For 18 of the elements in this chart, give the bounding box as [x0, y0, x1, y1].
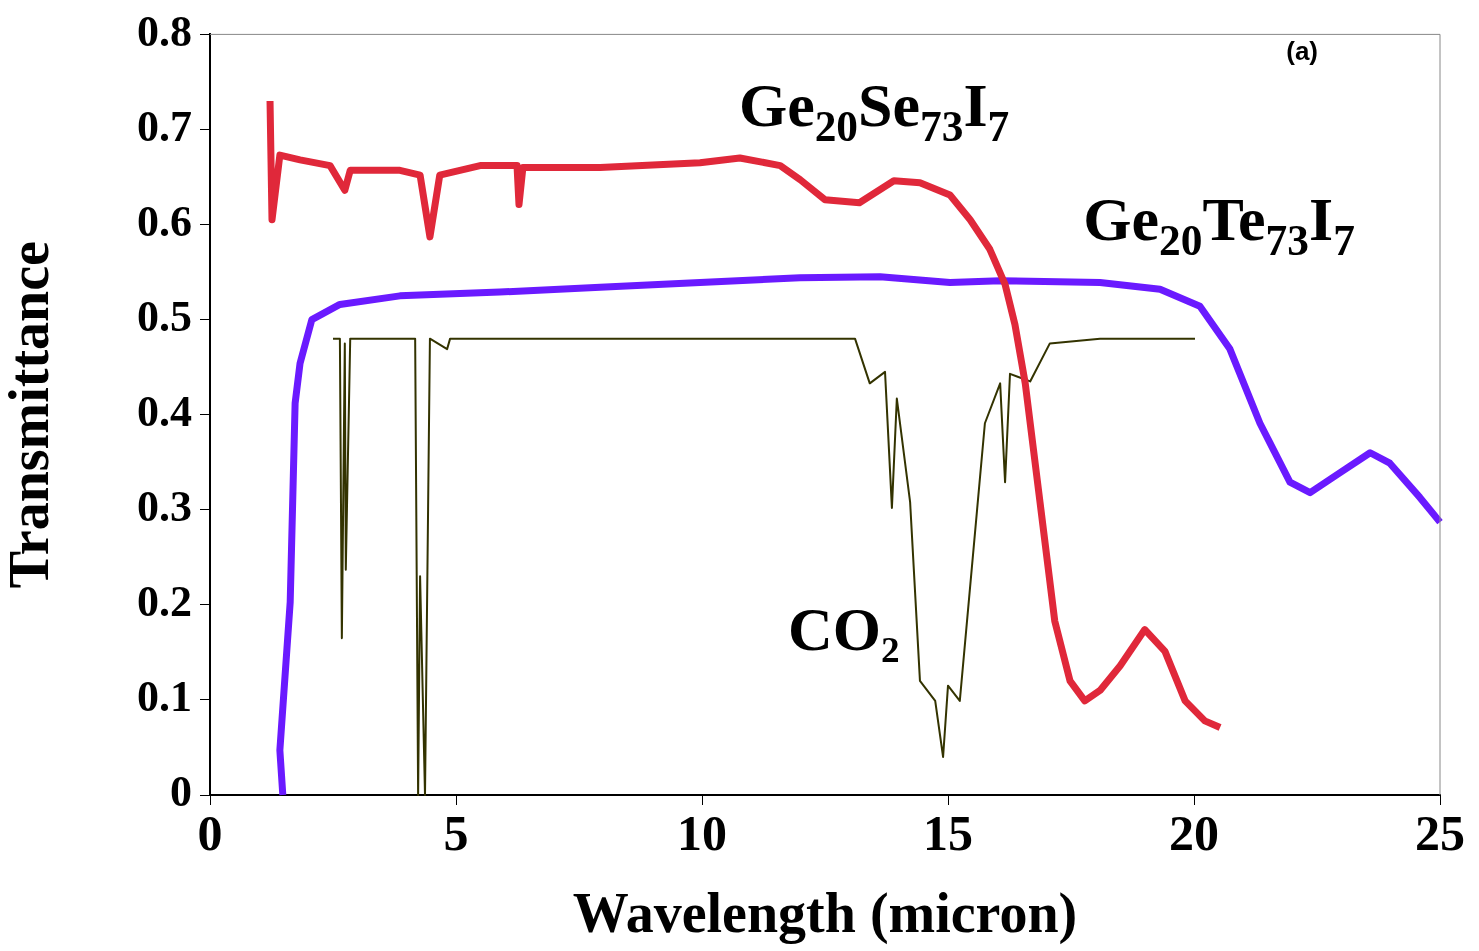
y-axis-title: Transmittance [0, 241, 61, 589]
x-axis-title: Wavelength (micron) [572, 881, 1078, 945]
y-tick-label: 0.6 [137, 196, 192, 246]
x-tick-label: 25 [1415, 804, 1465, 861]
y-tick-label: 0.7 [137, 101, 192, 151]
y-tick-label: 0.8 [137, 6, 192, 56]
y-tick-label: 0.3 [137, 482, 192, 532]
y-tick-label: 0.4 [137, 387, 192, 437]
x-tick-label: 20 [1169, 804, 1219, 861]
x-tick-label: 5 [443, 804, 469, 861]
series-label: CO₂ [788, 595, 900, 664]
x-tick-label: 15 [923, 804, 973, 861]
annotation: (a) [1286, 36, 1318, 67]
x-tick-label: 10 [677, 804, 727, 861]
y-tick-label: 0 [170, 767, 192, 817]
y-tick-label: 0.1 [137, 672, 192, 722]
y-tick-label: 0.2 [137, 577, 192, 627]
y-tick-label: 0.5 [137, 291, 192, 341]
